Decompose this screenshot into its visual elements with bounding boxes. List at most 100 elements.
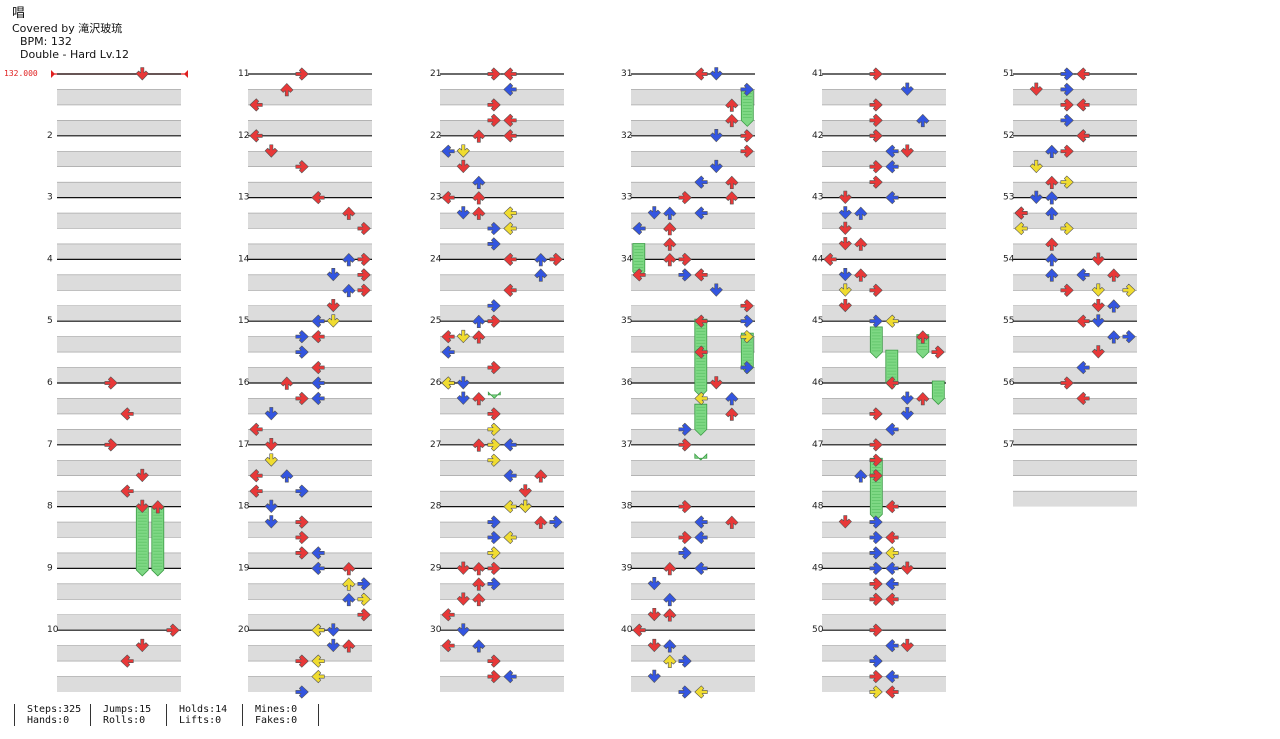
arrow-note-up [280, 469, 294, 483]
measure-number: 15 [238, 316, 249, 326]
arrow-note-left [885, 685, 899, 699]
measure-number: 51 [1003, 69, 1014, 79]
measure-17 [248, 444, 372, 507]
arrow-note-left [694, 67, 708, 81]
arrow-note-right [869, 469, 883, 483]
measure-band [440, 429, 564, 445]
arrow-note-up [1107, 330, 1121, 344]
measure-number: 28 [430, 502, 442, 512]
arrow-note-left [694, 175, 708, 189]
arrow-note-left [249, 469, 263, 483]
arrow-note-left [311, 330, 325, 344]
measure-number: 18 [238, 502, 250, 512]
measure-band [822, 243, 946, 260]
measure-51 [1013, 73, 1137, 136]
arrow-note-left [694, 515, 708, 529]
arrow-note-right [487, 546, 501, 560]
measure-band [248, 614, 372, 631]
measure-number: 53 [1003, 193, 1014, 203]
measure-29 [440, 567, 564, 631]
measure-10 [57, 629, 181, 692]
arrow-note-down [1029, 159, 1043, 173]
arrow-note-right [295, 330, 309, 344]
arrow-note-left [311, 191, 325, 205]
measure-number: 13 [238, 193, 249, 203]
arrow-note-down [1091, 345, 1105, 359]
arrow-note-left [311, 561, 325, 575]
hold-note [135, 505, 149, 577]
arrow-note-left [441, 144, 455, 158]
arrow-note-down [135, 638, 149, 652]
arrow-note-right [740, 314, 754, 328]
arrow-note-right [869, 283, 883, 297]
measure-band [1013, 336, 1137, 353]
measure-45 [822, 320, 946, 383]
measure-band [440, 676, 564, 692]
measure-band [822, 336, 946, 353]
measure-band [1013, 491, 1137, 507]
arrow-note-down [456, 376, 470, 390]
measure-number: 44 [812, 254, 824, 264]
arrow-note-down [264, 499, 278, 513]
measure-number: 23 [430, 193, 441, 203]
arrow-note-right [1060, 376, 1074, 390]
arrow-note-up [663, 253, 677, 267]
measure-number: 30 [430, 625, 442, 635]
arrow-note-left [120, 484, 134, 498]
arrow-note-up [1045, 191, 1059, 205]
arrow-note-left [885, 561, 899, 575]
arrow-note-left [249, 98, 263, 112]
measure-band [57, 120, 181, 136]
arrow-note-left [249, 422, 263, 436]
arrow-note-left [120, 407, 134, 421]
arrow-note-down [900, 638, 914, 652]
arrow-note-up [534, 253, 548, 267]
measure-18 [248, 506, 372, 569]
arrow-note-up [472, 592, 486, 607]
arrow-note-up [472, 129, 486, 143]
measure-band [57, 367, 181, 383]
arrow-note-left [503, 670, 517, 684]
measure-band [57, 398, 181, 414]
measure-band [248, 398, 372, 414]
arrow-note-down [264, 437, 278, 452]
artist-line: Covered by 滝沢玻琉 [12, 22, 123, 35]
measure-band [248, 367, 372, 383]
arrow-note-right [678, 268, 692, 282]
arrow-note-left [694, 531, 708, 544]
arrow-note-up [342, 639, 356, 653]
arrow-note-up [725, 114, 739, 128]
arrow-note-right [869, 98, 883, 112]
arrow-note-down [456, 159, 470, 173]
measure-band [822, 552, 946, 569]
arrow-note-right [678, 531, 692, 544]
difficulty-line: Double - Hard Lv.12 [20, 48, 130, 61]
arrow-note-down [135, 499, 149, 513]
measure-number: 34 [621, 254, 633, 264]
measure-band [822, 491, 946, 507]
song-header: 唱 Covered by 滝沢玻琉 BPM: 132 Double - Hard… [12, 6, 129, 61]
arrow-note-down [709, 129, 723, 143]
measure-26 [440, 382, 564, 445]
arrow-note-right [357, 252, 371, 266]
measure-22 [440, 135, 564, 198]
arrow-note-left [885, 314, 899, 328]
arrow-note-up [1107, 268, 1121, 282]
arrow-note-down [1029, 190, 1043, 204]
arrow-note-down [264, 453, 278, 467]
stat-mines: Mines:0 [255, 704, 298, 715]
measure-16 [248, 382, 372, 445]
arrow-note-left [1076, 361, 1090, 375]
measure-band [1013, 151, 1137, 167]
arrow-note-down [456, 623, 470, 637]
arrow-note-down [1091, 314, 1105, 328]
arrow-note-right [1060, 67, 1074, 81]
arrow-note-right [487, 314, 501, 328]
arrow-note-right [1122, 330, 1136, 344]
arrow-note-right [166, 623, 180, 637]
measure-band [57, 429, 181, 445]
measure-49 [822, 567, 946, 631]
measure-number: 55 [1003, 316, 1014, 326]
measure-13 [248, 197, 372, 260]
arrow-note-up [534, 268, 548, 282]
